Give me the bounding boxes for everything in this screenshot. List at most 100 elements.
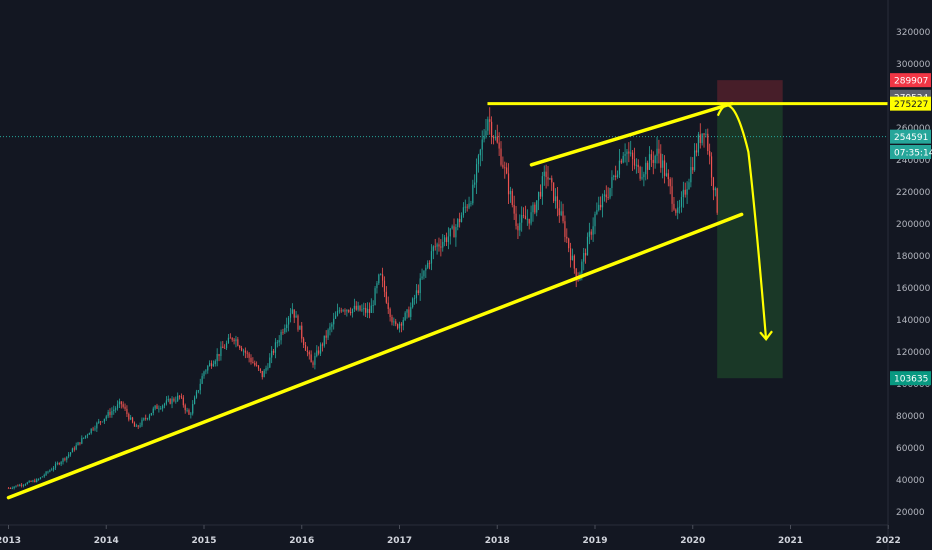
candle-body — [148, 415, 151, 419]
candle — [464, 199, 466, 213]
candle-body — [650, 154, 652, 160]
candle-body — [246, 352, 248, 354]
candle — [496, 124, 498, 144]
candle — [261, 370, 263, 380]
candle-body — [703, 133, 705, 135]
candle-body — [109, 411, 111, 415]
candle — [336, 303, 339, 317]
candle-body — [314, 355, 316, 365]
candle-body — [609, 188, 611, 198]
candle — [656, 136, 658, 164]
candle — [385, 286, 387, 304]
candle-body — [475, 164, 478, 183]
candle — [289, 308, 292, 323]
candle-body — [100, 421, 102, 423]
forecast-arrow[interactable] — [716, 104, 768, 340]
candle — [192, 400, 194, 416]
candle-body — [210, 363, 213, 367]
price-tag-label: 289907 — [894, 77, 928, 87]
candle-body — [378, 274, 380, 284]
candle — [274, 338, 277, 359]
candle-body — [225, 342, 228, 349]
candle — [130, 414, 132, 421]
candle — [248, 352, 250, 363]
candle-body — [398, 323, 401, 329]
candle — [370, 298, 372, 313]
candle-body — [481, 139, 483, 150]
forecast-arrowhead — [759, 330, 773, 341]
candle — [620, 158, 622, 165]
candle — [220, 341, 222, 361]
candle — [167, 395, 169, 403]
candle — [688, 178, 690, 190]
candle — [663, 155, 666, 184]
candle-body — [175, 400, 177, 402]
price-tag-label: 275227 — [894, 100, 928, 110]
candle — [43, 473, 45, 478]
candle-body — [462, 207, 465, 216]
candle — [321, 342, 324, 352]
candle — [475, 158, 478, 195]
candle — [318, 346, 320, 356]
candle-body — [162, 405, 164, 409]
candle-body — [209, 363, 211, 367]
candle-body — [135, 425, 137, 427]
y-tick-label: 320000 — [896, 28, 931, 38]
candle — [498, 132, 500, 156]
candle-body — [436, 244, 438, 247]
candle — [312, 360, 314, 368]
candle-body — [128, 414, 130, 420]
candle — [678, 199, 681, 214]
candle — [182, 395, 184, 408]
candle-body — [654, 155, 656, 163]
candle — [209, 360, 211, 367]
candle-body — [101, 421, 104, 423]
candle-body — [532, 204, 534, 213]
candle-body — [577, 280, 579, 281]
candle-body — [477, 155, 480, 165]
candle — [545, 164, 547, 189]
candle — [297, 314, 299, 332]
candle — [658, 139, 660, 164]
y-tick-label: 240000 — [896, 156, 931, 166]
candle — [62, 457, 64, 465]
candle-body — [116, 404, 119, 409]
candle-body — [428, 262, 431, 264]
candle — [361, 304, 363, 312]
candle — [24, 483, 27, 486]
candle — [239, 344, 241, 350]
candle-body — [652, 159, 654, 163]
plot-area[interactable] — [0, 80, 888, 500]
candle — [88, 432, 90, 435]
candle — [101, 421, 104, 423]
candle — [118, 398, 121, 409]
candle — [697, 131, 699, 156]
candle — [284, 324, 286, 334]
candle — [607, 187, 609, 201]
candle — [333, 312, 335, 330]
candle-body — [607, 197, 609, 198]
candle-body — [171, 398, 173, 404]
candle-body — [616, 174, 619, 178]
upper-channel-line[interactable] — [529, 101, 734, 167]
candle — [553, 182, 555, 204]
support-trendline[interactable] — [6, 212, 744, 500]
candle-body — [663, 160, 666, 176]
candle — [201, 373, 203, 385]
candle — [710, 152, 713, 186]
candle — [254, 360, 256, 367]
candle — [462, 202, 465, 218]
candle — [412, 297, 414, 309]
candle — [442, 234, 444, 252]
candle — [250, 354, 252, 365]
candle-body — [338, 310, 340, 312]
candle — [714, 186, 716, 197]
candle-body — [410, 307, 412, 317]
candle-body — [438, 244, 440, 247]
candle — [549, 177, 551, 180]
candle — [650, 149, 652, 167]
candle-body — [534, 204, 536, 213]
candle-body — [539, 191, 542, 197]
candle-body — [553, 182, 555, 202]
